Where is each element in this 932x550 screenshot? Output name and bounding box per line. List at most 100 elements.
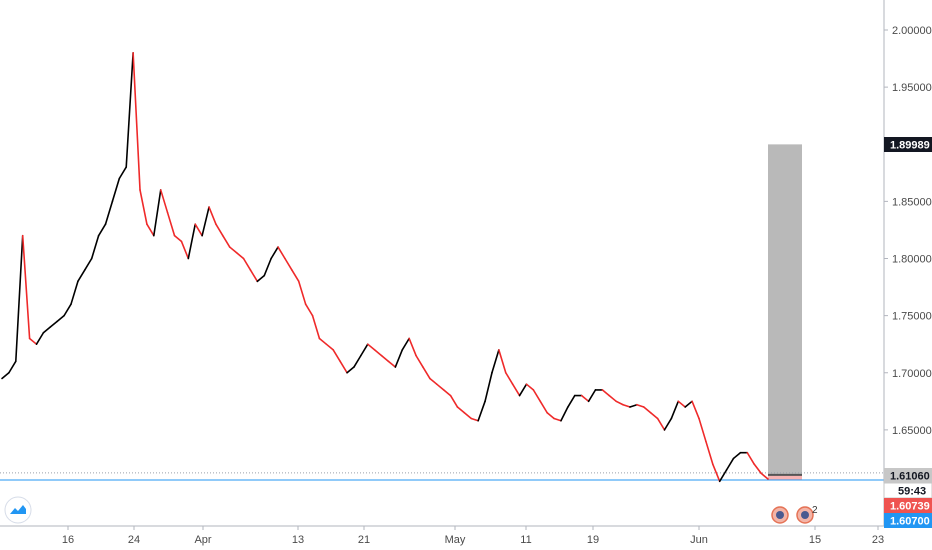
price-segment <box>470 417 479 422</box>
price-segment <box>153 189 162 237</box>
event-marker-icon[interactable]: 2 <box>796 505 818 524</box>
price-segment <box>63 303 72 317</box>
stop-band <box>768 474 802 480</box>
price-segment <box>553 417 562 422</box>
price-segment <box>291 269 300 283</box>
price-segment <box>353 354 362 368</box>
price-segment <box>256 274 266 283</box>
price-segment <box>525 383 535 391</box>
price-segment <box>656 417 666 431</box>
tradingview-logo-icon[interactable] <box>4 496 32 524</box>
last-price-label: 1.61060 <box>890 471 930 483</box>
price-segment <box>442 389 452 397</box>
price-segment <box>532 389 542 403</box>
x-tick-label: May <box>445 534 466 546</box>
price-segment <box>104 200 114 226</box>
projection-box[interactable] <box>768 144 802 475</box>
price-segment <box>415 354 424 368</box>
price-segment <box>346 366 355 374</box>
y-tick-label: 1.70000 <box>892 368 932 380</box>
price-segment <box>15 234 24 363</box>
x-tick-label: 15 <box>809 534 821 546</box>
event-marker-icon[interactable] <box>771 506 789 524</box>
price-segment <box>304 303 314 317</box>
price-segment <box>28 337 38 345</box>
y-tick-label: 1.75000 <box>892 311 932 323</box>
price-segment <box>449 394 459 408</box>
price-segment <box>235 251 245 260</box>
price-segment <box>670 400 680 420</box>
price-segment <box>132 52 141 191</box>
last-price-badge: 1.61060 <box>884 468 932 483</box>
price-segment <box>332 349 341 363</box>
price-segment <box>380 354 390 363</box>
price-segment <box>732 451 742 460</box>
price-segment <box>601 389 611 397</box>
current-price-badge: 1.60739 <box>884 498 932 513</box>
price-segment <box>546 411 555 420</box>
price-segment <box>711 463 721 483</box>
price-segment <box>435 383 445 391</box>
price-segment <box>56 314 65 323</box>
price-segment <box>277 246 286 260</box>
plot-area[interactable] <box>0 52 884 483</box>
price-segment <box>663 417 673 431</box>
price-segment <box>387 360 397 368</box>
price-segment <box>677 400 686 408</box>
price-segment <box>339 360 348 374</box>
price-segment <box>242 257 252 271</box>
target-price-label: 1.89989 <box>890 140 930 152</box>
price-segment <box>84 257 93 271</box>
x-tick-label: 24 <box>128 534 140 546</box>
price-segment <box>539 400 548 414</box>
price-segment <box>111 177 121 203</box>
price-segment <box>691 400 700 420</box>
price-segment <box>263 257 272 277</box>
x-tick-label: 21 <box>358 534 370 546</box>
price-segment <box>408 337 417 357</box>
x-axis[interactable]: 16 24 Apr 13 21 May 11 19 Jun 15 23 <box>62 526 884 546</box>
price-segment <box>208 206 217 226</box>
price-segment <box>560 406 569 422</box>
price-segment <box>642 406 652 414</box>
price-segment <box>318 337 328 345</box>
x-tick-label: 16 <box>62 534 74 546</box>
price-segment <box>649 411 659 420</box>
price-segment <box>21 234 31 340</box>
price-segment <box>456 406 466 414</box>
price-segment <box>422 366 431 380</box>
price-segment <box>201 206 210 237</box>
price-segment <box>270 246 279 260</box>
price-segment <box>325 343 335 351</box>
price-segment <box>42 326 52 334</box>
price-segment <box>180 240 190 260</box>
price-segment <box>297 280 307 306</box>
price-segment <box>249 269 259 283</box>
price-segment <box>173 234 183 243</box>
price-segment <box>725 457 735 471</box>
price-segment <box>49 320 59 328</box>
price-segment <box>97 223 107 237</box>
x-tick-label: 19 <box>587 534 599 546</box>
price-segment <box>753 463 762 475</box>
price-segment <box>125 52 134 168</box>
y-tick-label: 1.65000 <box>892 425 932 437</box>
price-segment <box>228 246 238 254</box>
price-segment <box>187 223 197 260</box>
price-segment <box>194 223 203 237</box>
price-segment <box>146 223 155 237</box>
price-segment <box>518 383 528 397</box>
price-segment <box>90 234 100 260</box>
target-price-badge: 1.89989 <box>884 137 932 152</box>
price-segment <box>615 400 624 406</box>
price-segment <box>477 400 486 422</box>
price-segment <box>429 377 438 385</box>
line-price-label: 1.60700 <box>890 516 930 528</box>
price-segment <box>311 314 321 340</box>
price-segment <box>622 403 631 408</box>
price-segment <box>629 403 638 408</box>
countdown-label: 59:43 <box>898 486 926 498</box>
price-segment <box>70 280 79 306</box>
y-tick-label: 1.80000 <box>892 254 932 266</box>
